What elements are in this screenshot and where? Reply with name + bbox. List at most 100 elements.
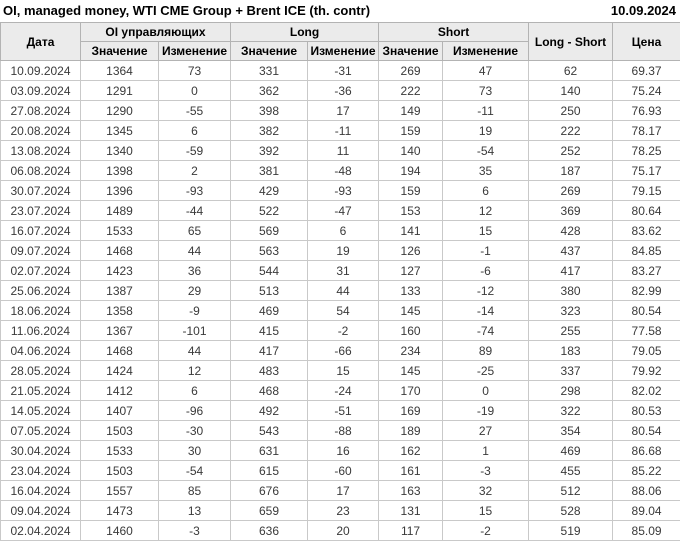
price-cell: 75.24 xyxy=(612,80,680,101)
oi-change-cell: 44 xyxy=(157,240,232,261)
long-change-cell: 54 xyxy=(307,300,380,321)
long-change-cell: 17 xyxy=(307,480,380,501)
table-row: 28.05.2024 1424 12 483 15 145 -25 337 79.92 xyxy=(0,360,680,381)
table-row: 09.07.2024 1468 44 563 19 126 -1 437 84.85 xyxy=(0,240,680,261)
long-value-cell: 469 xyxy=(230,300,309,321)
long-short-cell: 417 xyxy=(528,260,614,281)
price-cell: 85.22 xyxy=(612,460,680,481)
column-header-long-short: Long - Short xyxy=(528,22,614,61)
date-cell: 04.06.2024 xyxy=(0,340,81,361)
long-value-cell: 362 xyxy=(230,80,309,101)
oi-change-cell: 29 xyxy=(157,280,232,301)
long-change-cell: 15 xyxy=(307,360,380,381)
long-change-cell: -47 xyxy=(307,200,380,221)
long-short-cell: 140 xyxy=(528,80,614,101)
short-change-cell: 15 xyxy=(442,500,530,521)
long-short-cell: 269 xyxy=(528,180,614,201)
oi-value-cell: 1345 xyxy=(80,120,159,141)
table-row: 13.08.2024 1340 -59 392 11 140 -54 252 78.25 xyxy=(0,140,680,161)
date-cell: 11.06.2024 xyxy=(0,320,81,341)
table-row: 23.07.2024 1489 -44 522 -47 153 12 369 80.64 xyxy=(0,200,680,221)
oi-value-cell: 1423 xyxy=(80,260,159,281)
long-change-cell: -51 xyxy=(307,400,380,421)
long-short-cell: 455 xyxy=(528,460,614,481)
oi-value-cell: 1367 xyxy=(80,320,159,341)
long-change-cell: -36 xyxy=(307,80,380,101)
column-group-oi: OI управляющих xyxy=(79,22,232,42)
oi-change-cell: 12 xyxy=(157,360,232,381)
short-value-cell: 145 xyxy=(378,300,444,321)
table-row: 27.08.2024 1290 -55 398 17 149 -11 250 76.93 xyxy=(0,100,680,121)
date-cell: 18.06.2024 xyxy=(0,300,81,321)
short-change-cell: -12 xyxy=(442,280,530,301)
oi-change-cell: -101 xyxy=(157,320,232,341)
oi-change-cell: 30 xyxy=(157,440,232,461)
oi-value-cell: 1503 xyxy=(80,460,159,481)
long-change-cell: 17 xyxy=(307,100,380,121)
table-row: 14.05.2024 1407 -96 492 -51 169 -19 322 80.53 xyxy=(0,400,680,421)
price-cell: 82.02 xyxy=(612,380,680,401)
oi-value-cell: 1460 xyxy=(80,520,159,541)
long-change-cell: -60 xyxy=(307,460,380,481)
long-short-cell: 323 xyxy=(528,300,614,321)
short-value-cell: 133 xyxy=(378,280,444,301)
price-cell: 79.05 xyxy=(612,340,680,361)
short-change-cell: 12 xyxy=(442,200,530,221)
oi-change-cell: -54 xyxy=(157,460,232,481)
table-row: 06.08.2024 1398 2 381 -48 194 35 187 75.17 xyxy=(0,160,680,181)
column-header-oi-change: Изменение xyxy=(157,41,232,61)
long-short-cell: 255 xyxy=(528,320,614,341)
price-cell: 76.93 xyxy=(612,100,680,121)
short-change-cell: 47 xyxy=(442,60,530,81)
column-header-long-change: Изменение xyxy=(307,41,380,61)
price-cell: 78.25 xyxy=(612,140,680,161)
oi-value-cell: 1468 xyxy=(80,240,159,261)
column-header-price: Цена xyxy=(612,22,680,61)
short-value-cell: 149 xyxy=(378,100,444,121)
table-row: 16.04.2024 1557 85 676 17 163 32 512 88.06 xyxy=(0,480,680,501)
price-cell: 80.54 xyxy=(612,300,680,321)
date-cell: 23.04.2024 xyxy=(0,460,81,481)
oi-change-cell: 85 xyxy=(157,480,232,501)
oi-change-cell: 0 xyxy=(157,80,232,101)
long-value-cell: 398 xyxy=(230,100,309,121)
oi-value-cell: 1358 xyxy=(80,300,159,321)
short-change-cell: 35 xyxy=(442,160,530,181)
short-change-cell: 19 xyxy=(442,120,530,141)
date-cell: 30.07.2024 xyxy=(0,180,81,201)
short-value-cell: 159 xyxy=(378,180,444,201)
oi-value-cell: 1290 xyxy=(80,100,159,121)
long-value-cell: 615 xyxy=(230,460,309,481)
oi-value-cell: 1468 xyxy=(80,340,159,361)
table-row: 07.05.2024 1503 -30 543 -88 189 27 354 80.54 xyxy=(0,420,680,441)
oi-value-cell: 1412 xyxy=(80,380,159,401)
long-short-cell: 322 xyxy=(528,400,614,421)
price-cell: 79.15 xyxy=(612,180,680,201)
oi-change-cell: -96 xyxy=(157,400,232,421)
long-change-cell: -48 xyxy=(307,160,380,181)
price-cell: 85.09 xyxy=(612,520,680,541)
long-short-cell: 183 xyxy=(528,340,614,361)
long-short-cell: 428 xyxy=(528,220,614,241)
short-change-cell: 6 xyxy=(442,180,530,201)
date-cell: 14.05.2024 xyxy=(0,400,81,421)
long-value-cell: 468 xyxy=(230,380,309,401)
oi-value-cell: 1396 xyxy=(80,180,159,201)
short-value-cell: 145 xyxy=(378,360,444,381)
long-short-cell: 187 xyxy=(528,160,614,181)
column-header-short-change: Изменение xyxy=(442,41,530,61)
date-cell: 06.08.2024 xyxy=(0,160,81,181)
long-value-cell: 676 xyxy=(230,480,309,501)
short-change-cell: 73 xyxy=(442,80,530,101)
long-value-cell: 543 xyxy=(230,420,309,441)
table-row: 04.06.2024 1468 44 417 -66 234 89 183 79.05 xyxy=(0,340,680,361)
oi-value-cell: 1473 xyxy=(80,500,159,521)
long-short-cell: 337 xyxy=(528,360,614,381)
table-row: 18.06.2024 1358 -9 469 54 145 -14 323 80.54 xyxy=(0,300,680,321)
long-change-cell: -66 xyxy=(307,340,380,361)
page-title: OI, managed money, WTI CME Group + Brent… xyxy=(3,3,371,18)
long-value-cell: 331 xyxy=(230,60,309,81)
long-value-cell: 513 xyxy=(230,280,309,301)
table-row: 20.08.2024 1345 6 382 -11 159 19 222 78.17 xyxy=(0,120,680,141)
